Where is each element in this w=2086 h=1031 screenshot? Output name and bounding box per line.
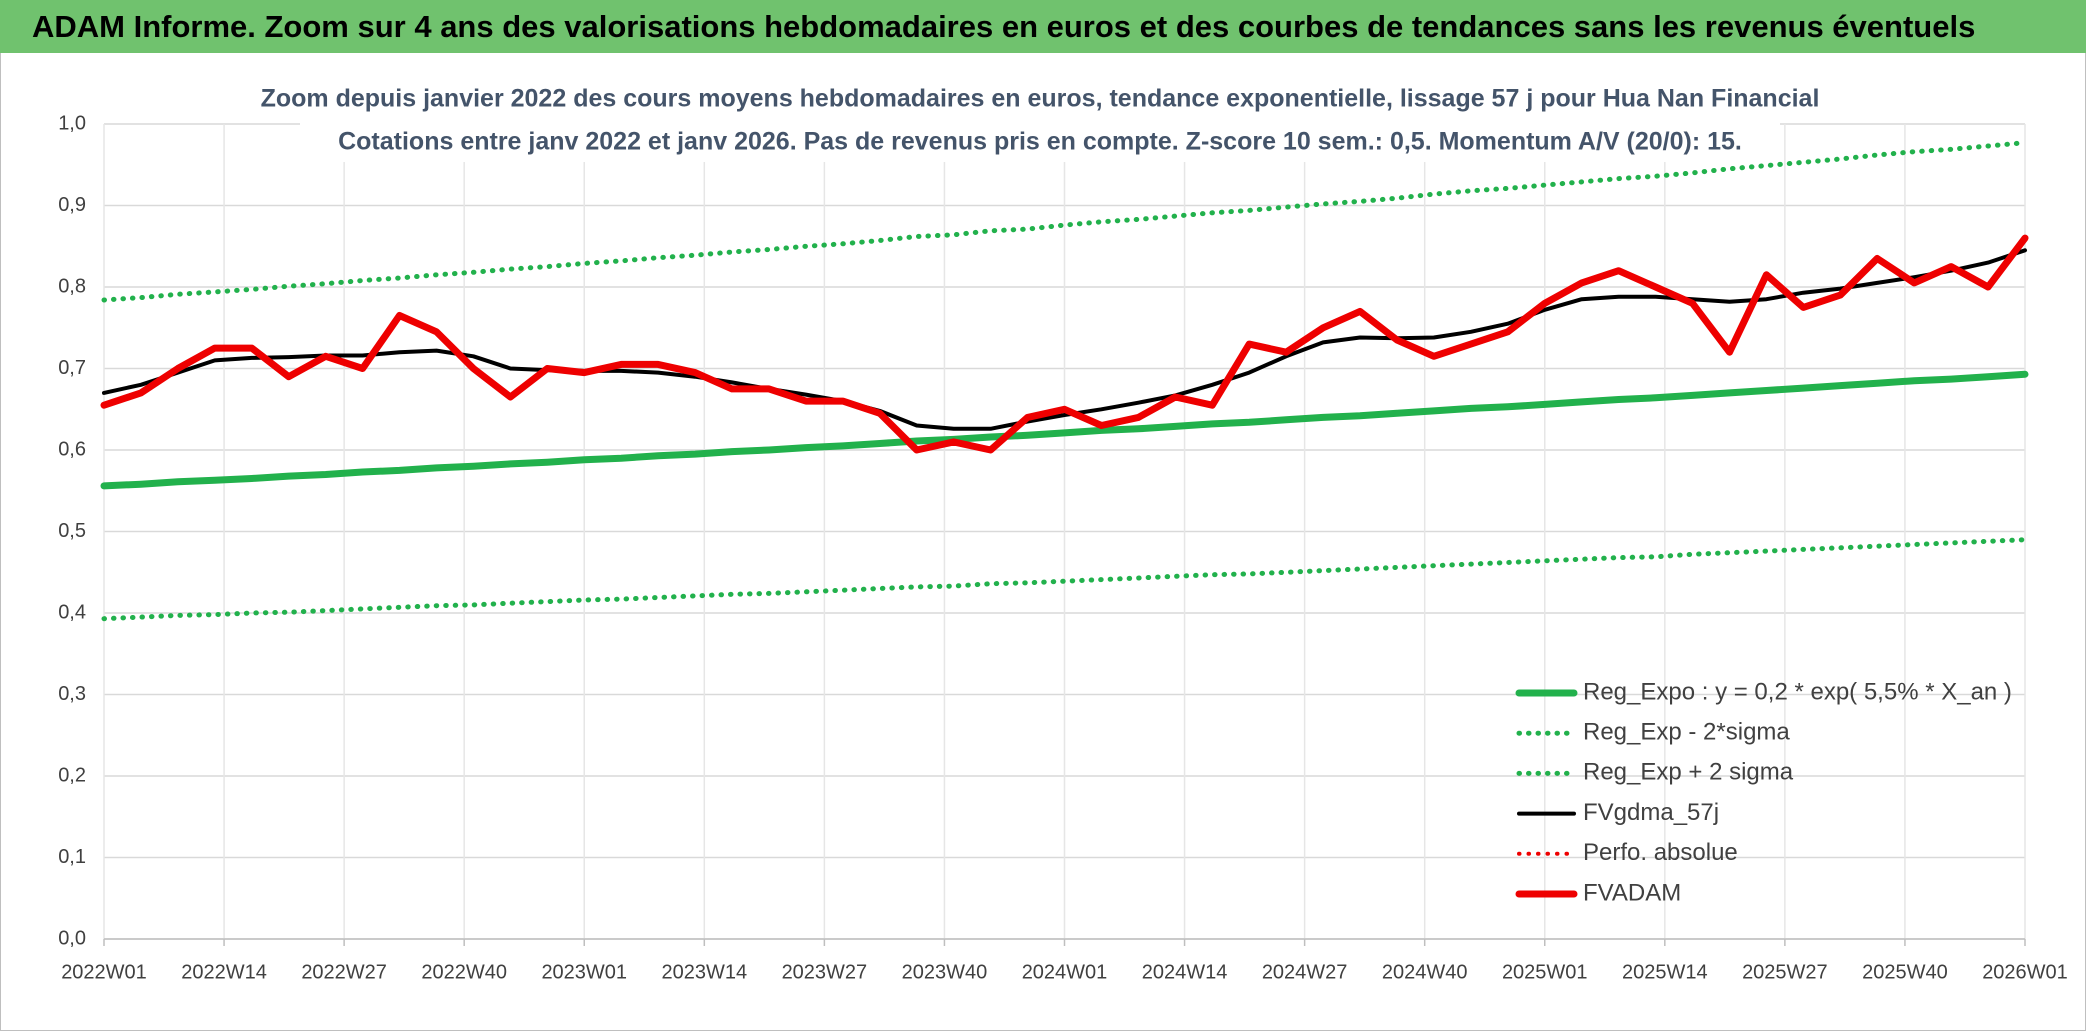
legend-label: FVgdma_57j — [1583, 799, 1719, 826]
y-tick-label: 0,6 — [58, 438, 86, 460]
series-line — [100, 370, 2029, 490]
legend-label: Reg_Exp + 2 sigma — [1583, 759, 1794, 786]
x-tick-label: 2022W01 — [61, 961, 147, 983]
y-tick-label: 0,7 — [58, 357, 86, 379]
x-tick-label: 2022W14 — [181, 961, 267, 983]
legend-label: Reg_Exp - 2*sigma — [1583, 719, 1790, 746]
y-tick-label: 0,4 — [58, 601, 86, 623]
grid: 0,0 0,1 0,2 0,3 0,4 0,5 0,6 0,7 0,8 0,9 1,0 2022W01… — [58, 112, 2068, 983]
legend-label: Perfo. absolue — [1583, 839, 1738, 866]
x-tick-label: 2023W40 — [902, 961, 988, 983]
plot-lines — [100, 140, 2029, 622]
series-line — [100, 234, 2029, 454]
legend-label: Reg_Expo : y = 0,2 * exp( 5,5% * X_an ) — [1583, 678, 2012, 705]
y-tick-label: 0,5 — [58, 520, 86, 542]
x-tick-label: 2022W27 — [301, 961, 387, 983]
legend-label: FVADAM — [1583, 879, 1681, 906]
chart-subtitle: Cotations entre janv 2022 et janv 2026. … — [338, 128, 1742, 156]
x-tick-label: 2025W14 — [1622, 961, 1708, 983]
y-tick-label: 0,8 — [58, 275, 86, 297]
x-tick-label: 2024W40 — [1382, 961, 1468, 983]
x-tick-label: 2024W27 — [1262, 961, 1348, 983]
x-tick-label: 2025W40 — [1862, 961, 1948, 983]
x-tick-label: 2026W01 — [1982, 961, 2068, 983]
x-tick-label: 2025W27 — [1742, 961, 1828, 983]
title-background — [300, 82, 1780, 162]
y-tick-label: 0,2 — [58, 764, 86, 786]
series-line — [101, 140, 2028, 303]
y-tick-label: 0,0 — [58, 927, 86, 949]
x-tick-label: 2024W01 — [1022, 961, 1108, 983]
legend: Reg_Expo : y = 0,2 * exp( 5,5% * X_an ) R… — [1515, 678, 2012, 906]
y-tick-label: 1,0 — [58, 112, 86, 134]
y-tick-label: 0,3 — [58, 683, 86, 705]
x-tick-label: 2022W40 — [421, 961, 507, 983]
x-tick-label: 2025W01 — [1502, 961, 1588, 983]
y-tick-label: 0,1 — [58, 846, 86, 868]
header-title: ADAM Informe. Zoom sur 4 ans des valoris… — [32, 9, 1975, 44]
x-tick-label: 2023W01 — [541, 961, 627, 983]
x-tick-label: 2023W14 — [662, 961, 748, 983]
x-tick-label: 2024W14 — [1142, 961, 1228, 983]
series-line — [102, 248, 2027, 431]
header-bar — [0, 0, 2086, 53]
series-line — [101, 537, 2028, 622]
x-tick-label: 2023W27 — [782, 961, 868, 983]
chart-title: Zoom depuis janvier 2022 des cours moyen… — [261, 85, 1820, 113]
y-tick-label: 0,9 — [58, 194, 86, 216]
